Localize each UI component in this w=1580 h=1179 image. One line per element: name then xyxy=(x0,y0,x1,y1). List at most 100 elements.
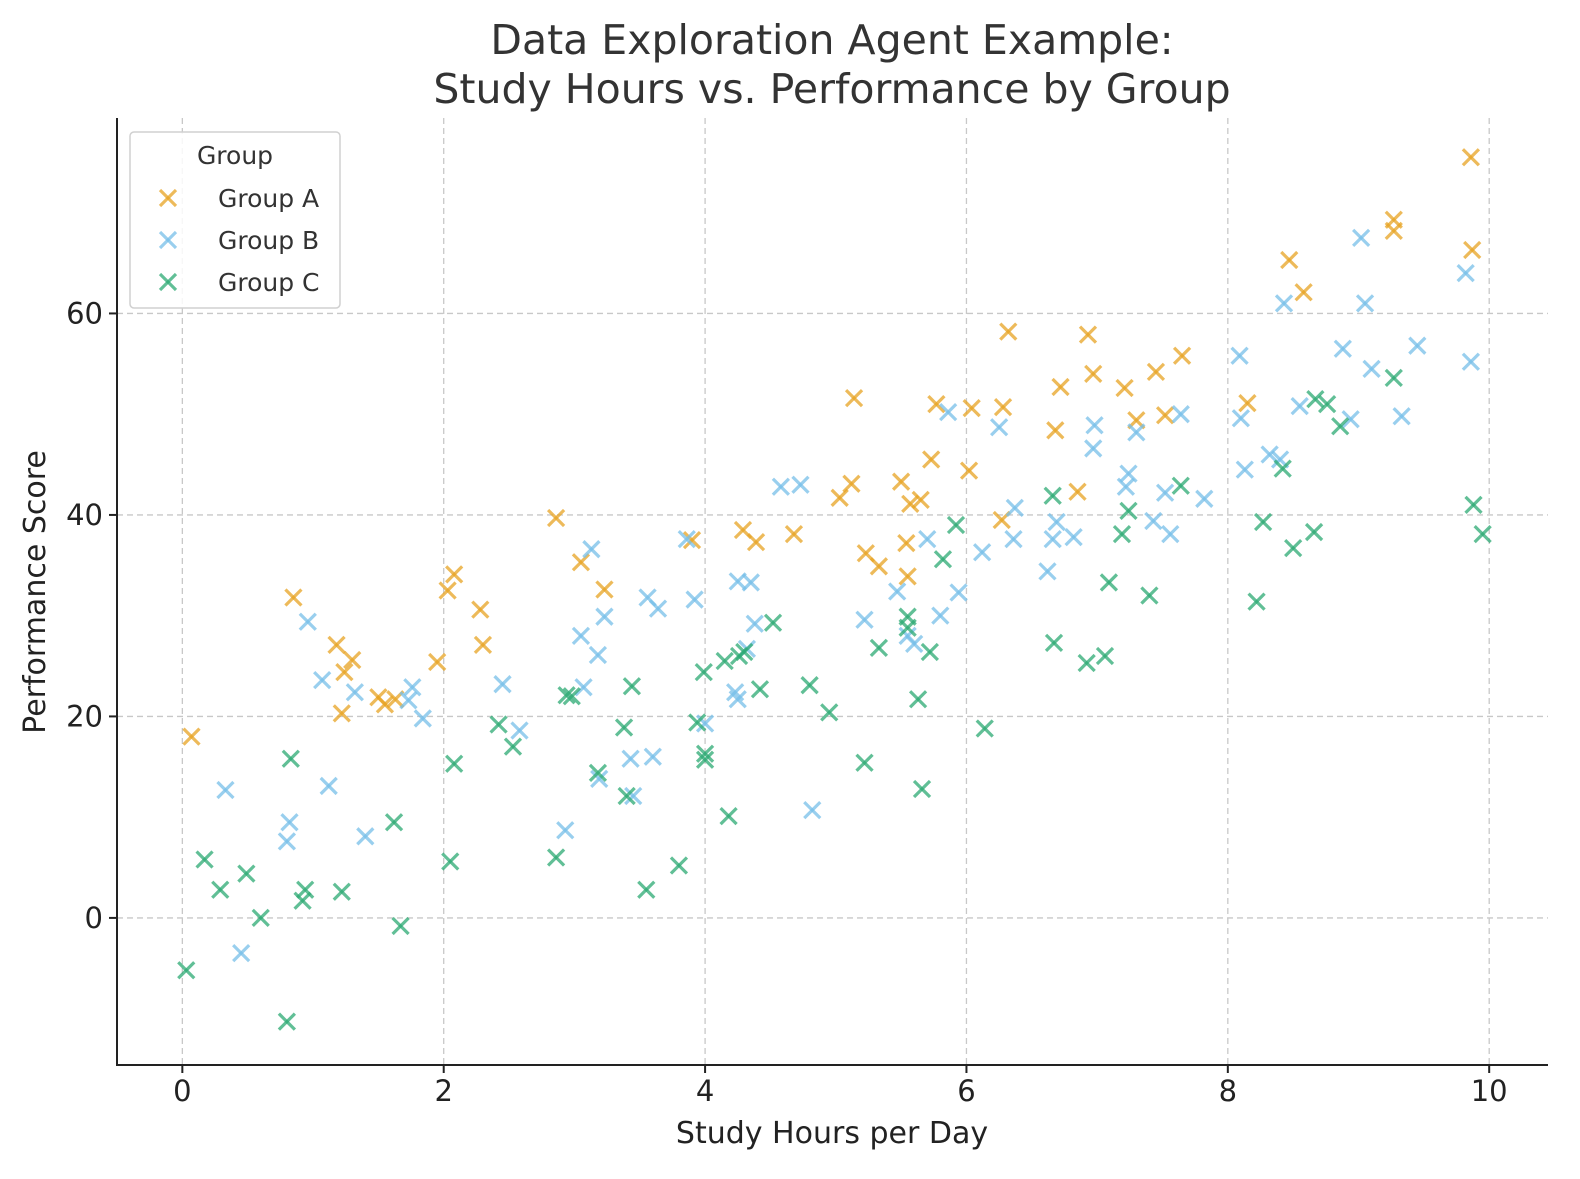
data-point xyxy=(327,635,346,655)
data-point xyxy=(571,626,591,645)
data-point xyxy=(637,880,656,899)
data-point xyxy=(927,394,946,414)
data-point xyxy=(1077,653,1096,673)
data-point xyxy=(557,686,576,705)
data-point xyxy=(595,580,614,599)
data-point xyxy=(319,776,338,796)
data-point xyxy=(614,718,634,737)
data-point xyxy=(1260,445,1279,464)
data-point xyxy=(677,529,696,549)
data-point xyxy=(1127,423,1146,442)
data-point xyxy=(975,719,994,738)
data-point xyxy=(232,944,251,963)
data-point xyxy=(445,754,464,773)
data-point xyxy=(908,690,928,709)
series-group-c xyxy=(177,368,1492,1031)
data-point xyxy=(1464,495,1483,514)
data-point xyxy=(946,515,966,535)
data-point xyxy=(728,690,747,709)
data-point xyxy=(1119,501,1138,521)
data-point xyxy=(1304,522,1324,542)
data-point xyxy=(800,676,819,695)
data-point xyxy=(546,848,566,867)
data-point xyxy=(571,553,591,572)
data-point xyxy=(898,567,917,586)
data-point xyxy=(898,618,917,637)
data-point xyxy=(784,524,804,544)
data-point xyxy=(574,678,593,697)
axes xyxy=(109,118,1548,1073)
data-point xyxy=(1112,524,1132,544)
tick-labels: 0 2 4 6 8 10 0 20 40 60 xyxy=(66,296,1508,1108)
data-point xyxy=(949,583,968,602)
data-point xyxy=(820,703,839,722)
data-point xyxy=(1078,325,1098,344)
data-point xyxy=(735,642,754,662)
data-point xyxy=(1461,148,1481,167)
x-axis-label: Study Hours per Day xyxy=(676,1116,988,1151)
data-point xyxy=(277,832,297,851)
data-point xyxy=(473,635,493,655)
data-point xyxy=(1172,346,1192,365)
data-point xyxy=(182,727,201,746)
data-point xyxy=(901,494,920,513)
data-point xyxy=(1195,489,1214,508)
data-point xyxy=(993,398,1013,417)
data-point xyxy=(1043,486,1062,505)
data-point xyxy=(1051,377,1070,397)
legend-item: Group C xyxy=(158,268,320,297)
data-point xyxy=(384,813,404,832)
grid xyxy=(117,118,1548,1065)
data-point xyxy=(973,543,992,562)
data-point xyxy=(959,461,979,480)
data-point xyxy=(897,534,916,553)
data-point xyxy=(546,508,566,528)
data-point xyxy=(1046,421,1065,440)
data-point xyxy=(1155,483,1175,502)
data-point xyxy=(1280,250,1299,270)
data-point xyxy=(855,610,874,629)
data-point xyxy=(590,769,609,789)
data-point xyxy=(844,388,864,408)
data-point xyxy=(403,678,422,697)
data-point xyxy=(1247,592,1266,611)
data-point xyxy=(1171,405,1190,424)
data-point xyxy=(1085,416,1104,435)
y-tick-label: 0 xyxy=(85,901,103,935)
legend-marker xyxy=(158,188,178,208)
data-point xyxy=(1115,378,1134,398)
legend-label: Group A xyxy=(218,184,319,213)
legend-item: Group B xyxy=(158,226,319,255)
data-point xyxy=(281,749,300,768)
data-point xyxy=(1294,283,1313,302)
data-point xyxy=(931,606,950,625)
chart-title: Data Exploration Agent Example: xyxy=(490,16,1173,64)
data-point xyxy=(648,599,668,618)
data-point xyxy=(445,565,464,584)
data-point xyxy=(356,827,375,846)
data-point xyxy=(375,695,395,714)
data-point xyxy=(1384,221,1403,240)
data-point xyxy=(251,908,270,928)
data-point xyxy=(1155,406,1175,425)
data-point xyxy=(562,687,581,706)
data-point xyxy=(1331,417,1350,436)
data-point xyxy=(1408,336,1427,355)
data-point xyxy=(216,780,235,800)
data-point xyxy=(1084,364,1103,384)
data-point xyxy=(1005,498,1024,518)
data-point xyxy=(791,475,810,494)
data-point xyxy=(413,709,432,728)
data-point xyxy=(284,588,303,607)
data-point xyxy=(1253,512,1273,532)
legend-box xyxy=(129,131,341,309)
data-point xyxy=(298,612,317,631)
data-point xyxy=(195,850,214,869)
data-point xyxy=(888,582,907,601)
data-point xyxy=(1099,573,1119,592)
y-axis-label: Performance Score xyxy=(18,450,53,734)
x-tick-label: 8 xyxy=(1219,1074,1237,1108)
data-point xyxy=(669,856,689,875)
data-point xyxy=(869,557,889,576)
